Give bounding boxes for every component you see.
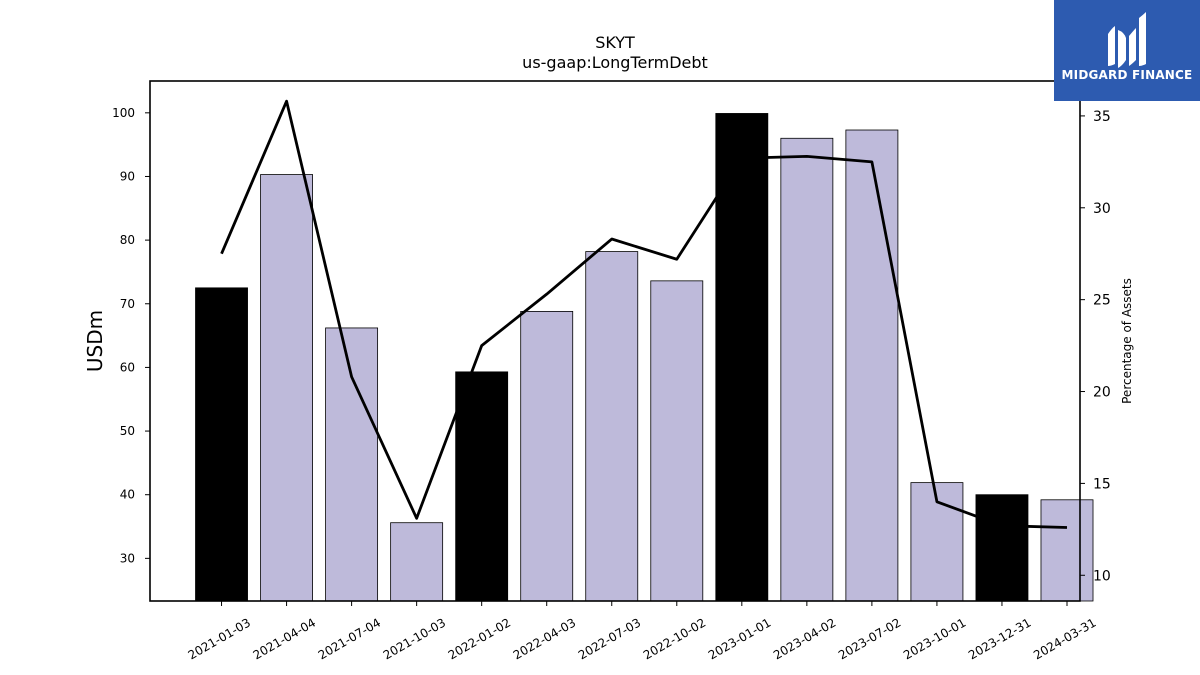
y2-tick-label-30: 30 xyxy=(1093,201,1111,217)
x-tick-label-2021-04-04: 2021-04-04 xyxy=(251,615,318,662)
bar-2021-04-04 xyxy=(260,174,313,602)
y-tick-label-100: 100 xyxy=(112,106,135,120)
y-tick-label-40: 40 xyxy=(120,488,135,502)
x-tick-label-2023-12-31: 2023-12-31 xyxy=(966,615,1033,662)
bar-2023-12-31 xyxy=(975,494,1029,602)
x-tick-label-2022-04-03: 2022-04-03 xyxy=(511,615,578,662)
bars-layer xyxy=(195,113,1094,602)
y-tick-label-50: 50 xyxy=(120,424,135,438)
x-tick-label-2022-01-02: 2022-01-02 xyxy=(446,615,513,662)
midgard-finance-logo: MIDGARD FINANCE xyxy=(1054,0,1200,101)
x-tick-label-2023-10-01: 2023-10-01 xyxy=(901,615,968,662)
y-tick-label-70: 70 xyxy=(120,297,135,311)
percentage-line xyxy=(220,99,1068,529)
x-tick-label-2022-07-03: 2022-07-03 xyxy=(576,615,643,662)
x-tick-label-2021-07-04: 2021-07-04 xyxy=(316,615,383,662)
x-tick-label-2021-10-03: 2021-10-03 xyxy=(381,615,448,662)
midgard-logo-icon xyxy=(1108,12,1146,68)
y2-axis-label: Percentage of Assets xyxy=(1120,278,1134,404)
bar-2022-07-03 xyxy=(585,251,639,602)
bar-2022-10-02 xyxy=(650,280,704,602)
x-tick-label-2021-01-03: 2021-01-03 xyxy=(186,615,253,662)
x-tick-label-2022-10-02: 2022-10-02 xyxy=(641,615,708,662)
bar-2024-03-31 xyxy=(1040,499,1094,602)
bar-2021-01-03 xyxy=(195,287,248,602)
bar-2021-10-03 xyxy=(390,522,444,602)
chart-title: SKYT xyxy=(595,33,635,52)
logo-text: MIDGARD FINANCE xyxy=(1061,68,1193,82)
plot-frame xyxy=(149,80,1081,602)
x-tick-label-2023-01-01: 2023-01-01 xyxy=(706,615,773,662)
y2-tick-label-10: 10 xyxy=(1093,568,1111,584)
chart-subtitle: us-gaap:LongTermDebt xyxy=(522,53,708,72)
y2-tick-label-25: 25 xyxy=(1093,293,1111,309)
y2-tick-label-15: 15 xyxy=(1093,476,1111,492)
line-layer xyxy=(220,99,1068,529)
x-tick-label-2024-03-31: 2024-03-31 xyxy=(1031,615,1098,662)
x-tick-label-2023-04-02: 2023-04-02 xyxy=(771,615,838,662)
y-axis-label: USDm xyxy=(83,310,107,372)
y-tick-label-80: 80 xyxy=(120,233,135,247)
y-tick-label-60: 60 xyxy=(120,360,135,374)
x-tick-label-2023-07-02: 2023-07-02 xyxy=(836,615,903,662)
bar-2023-01-01 xyxy=(715,113,769,602)
bar-2023-07-02 xyxy=(845,129,899,602)
bar-2022-01-02 xyxy=(455,371,509,602)
bar-2021-07-04 xyxy=(325,327,379,602)
bar-2022-04-03 xyxy=(520,310,574,602)
y2-tick-label-20: 20 xyxy=(1093,385,1111,401)
bar-2023-04-02 xyxy=(780,137,834,602)
y2-tick-label-35: 35 xyxy=(1093,109,1111,125)
y-tick-label-90: 90 xyxy=(120,169,135,183)
y-tick-label-30: 30 xyxy=(120,551,135,565)
